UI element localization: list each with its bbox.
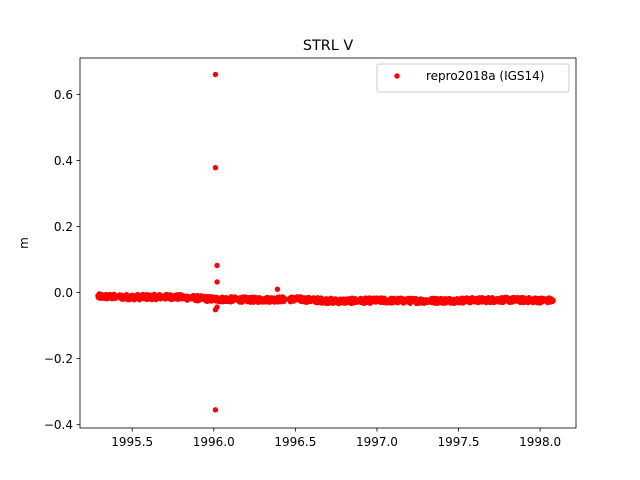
legend: repro2018a (IGS14) xyxy=(376,63,570,93)
y-tick-label: 0.0 xyxy=(54,286,73,300)
data-point xyxy=(550,297,556,304)
y-tick-label: −0.4 xyxy=(44,418,73,432)
legend-marker xyxy=(394,73,400,79)
data-point-outlier xyxy=(214,304,220,310)
x-tick-label: 1997.5 xyxy=(438,435,480,449)
legend-box xyxy=(376,63,570,93)
chart-title: STRL V xyxy=(303,38,354,54)
data-point-outlier xyxy=(214,279,220,285)
data-point-outlier xyxy=(212,407,219,413)
data-point-outlier xyxy=(214,262,220,269)
y-tick-label: 0.2 xyxy=(54,220,73,234)
x-axis: 1995.5 1996.0 1996.5 1997.0 1997.5 1998.0 xyxy=(111,428,561,449)
x-tick-label: 1996.5 xyxy=(274,435,316,449)
y-tick-label: 0.4 xyxy=(54,154,73,168)
x-tick-label: 1998.0 xyxy=(519,435,561,449)
y-tick-label: 0.6 xyxy=(54,88,73,102)
x-tick-label: 1996.0 xyxy=(193,435,235,449)
x-tick-label: 1995.5 xyxy=(111,435,153,449)
legend-label: repro2018a (IGS14) xyxy=(426,69,544,83)
data-point-outlier xyxy=(212,164,219,171)
series-points xyxy=(95,71,556,413)
data-point-outlier xyxy=(212,71,219,78)
y-tick-label: −0.2 xyxy=(44,352,73,366)
data-point-outlier xyxy=(274,286,281,292)
y-axis-label: m xyxy=(17,237,31,249)
x-tick-label: 1997.0 xyxy=(356,435,398,449)
plot-area-frame xyxy=(79,57,577,429)
y-axis: −0.4 −0.2 0.0 0.2 0.4 0.6 xyxy=(44,88,80,432)
